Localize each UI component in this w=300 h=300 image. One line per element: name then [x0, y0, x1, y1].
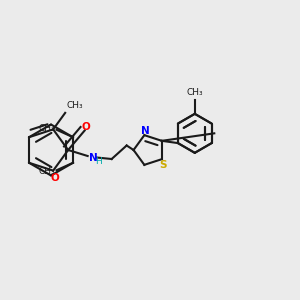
Text: N: N — [141, 126, 150, 136]
Text: O: O — [82, 122, 91, 132]
Text: CH₃: CH₃ — [38, 167, 55, 176]
Text: H: H — [95, 157, 102, 166]
Text: CH₃: CH₃ — [187, 88, 203, 97]
Text: N: N — [89, 153, 98, 164]
Text: S: S — [160, 160, 167, 170]
Text: CH₃: CH₃ — [38, 124, 55, 133]
Text: CH₃: CH₃ — [67, 101, 83, 110]
Text: O: O — [50, 173, 59, 183]
